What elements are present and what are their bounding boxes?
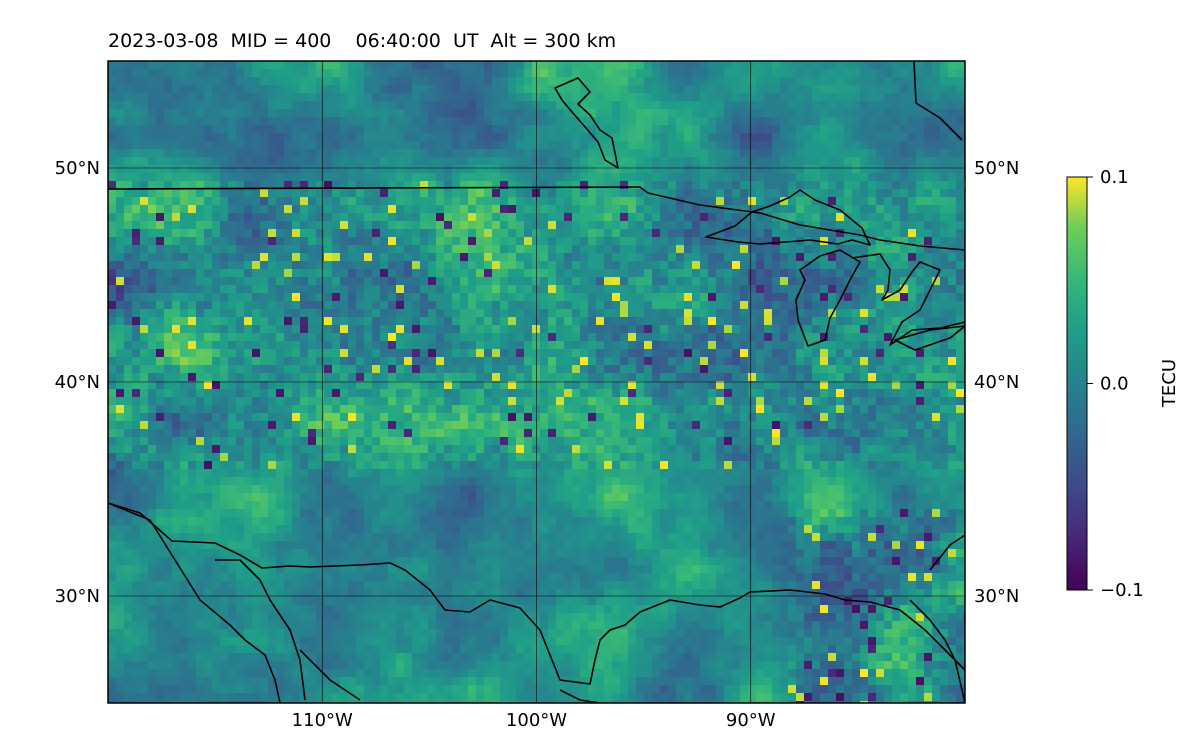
colorbar-label: TECU	[1159, 359, 1180, 408]
colorbar-tick-label: −0.1	[1100, 580, 1144, 601]
mexico-coast-lower	[299, 649, 361, 701]
lon-label: 90°W	[726, 710, 776, 731]
tec-heatmap	[108, 61, 965, 703]
lon-labels: 110°W 100°W 90°W	[292, 710, 776, 731]
colorbar-tick-label: 0.1	[1100, 167, 1129, 188]
hudson-bay-coast	[554, 77, 619, 169]
lat-label-right: 50°N	[974, 158, 1019, 179]
us-canada-border	[108, 186, 965, 251]
florida-east	[929, 534, 965, 571]
lat-label-right: 30°N	[974, 586, 1019, 607]
map-title: 2023-03-08 MID = 400 06:40:00 UT Alt = 3…	[108, 30, 617, 52]
lat-labels-left: 50°N 40°N 30°N	[55, 158, 100, 607]
colorbar-gradient	[1066, 176, 1088, 591]
lon-label: 100°W	[506, 710, 567, 731]
lake-superior	[705, 189, 871, 246]
colorbar: 0.1 0.0 −0.1 TECU	[1066, 167, 1180, 601]
mexico-coast-west	[108, 502, 281, 703]
lat-labels-right: 50°N 40°N 30°N	[974, 158, 1019, 607]
coastlines	[108, 61, 965, 703]
east-coast-north	[913, 61, 963, 141]
florida	[909, 599, 965, 703]
lat-label-left: 50°N	[55, 158, 100, 179]
gridlines	[108, 61, 965, 703]
map-frame	[107, 60, 966, 704]
baja-peninsula	[215, 559, 306, 701]
lat-label-left: 30°N	[55, 586, 100, 607]
yucatan	[559, 689, 601, 703]
colorbar-tick-label: 0.0	[1100, 374, 1129, 395]
gulf-coast	[108, 502, 965, 685]
lat-label-right: 40°N	[974, 372, 1019, 393]
lon-label: 110°W	[292, 710, 353, 731]
lake-michigan	[795, 249, 861, 347]
lat-label-left: 40°N	[55, 372, 100, 393]
lake-erie	[894, 325, 965, 351]
